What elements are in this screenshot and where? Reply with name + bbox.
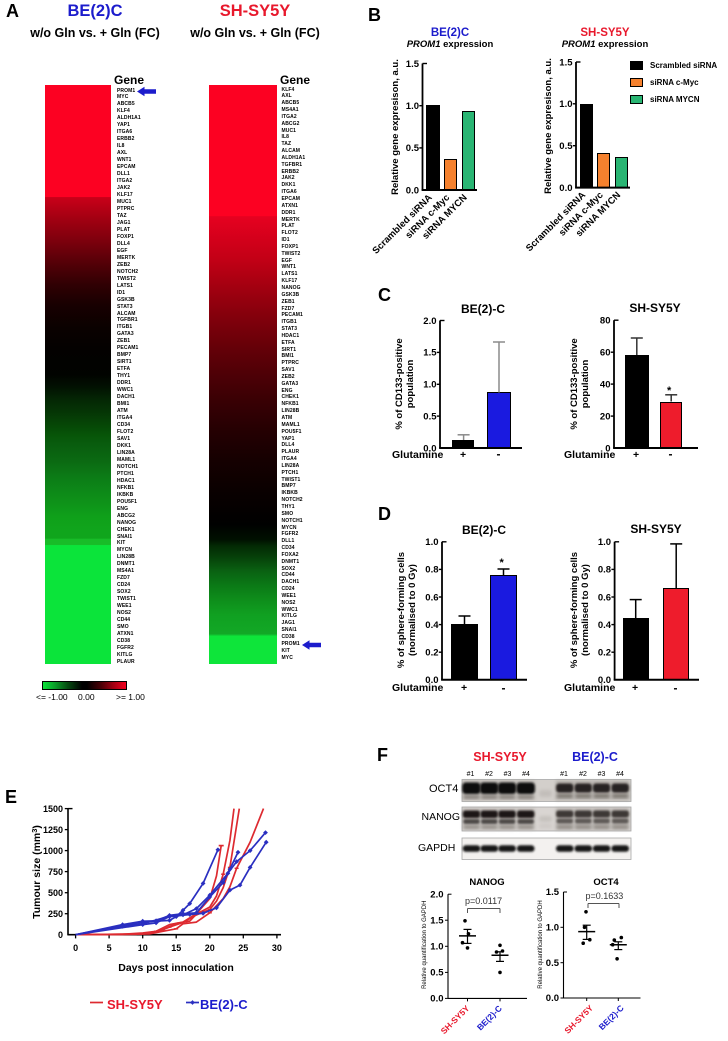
svg-text:#2: #2 <box>579 771 587 778</box>
svg-text:BE(2)-C: BE(2)-C <box>597 1003 626 1032</box>
svg-text:1000: 1000 <box>43 846 63 856</box>
svg-text:0.5: 0.5 <box>423 411 437 422</box>
svg-text:80: 80 <box>600 316 611 327</box>
svg-text:0.4: 0.4 <box>425 620 439 631</box>
svg-text:1.0: 1.0 <box>559 99 572 110</box>
svg-text:1.5: 1.5 <box>406 59 420 70</box>
svg-text:2.0: 2.0 <box>430 889 443 900</box>
svg-text:0.0: 0.0 <box>425 675 438 686</box>
svg-text:#2: #2 <box>485 771 493 778</box>
svg-text:0.6: 0.6 <box>598 592 611 603</box>
svg-text:1.0: 1.0 <box>430 942 443 953</box>
svg-text:SH-SY5Y: SH-SY5Y <box>562 1003 595 1036</box>
svg-text:0.0: 0.0 <box>598 675 611 686</box>
svg-text:BE(2)-C: BE(2)-C <box>475 1003 504 1032</box>
svg-text:0: 0 <box>73 943 78 953</box>
svg-text:750: 750 <box>48 867 63 877</box>
svg-text:30: 30 <box>272 943 282 953</box>
svg-text:1.0: 1.0 <box>423 380 436 391</box>
svg-text:1.5: 1.5 <box>430 916 444 927</box>
svg-text:0.2: 0.2 <box>598 648 611 659</box>
svg-text:(normalised to 0 Gy): (normalised to 0 Gy) <box>580 564 591 656</box>
svg-text:1.5: 1.5 <box>559 57 573 68</box>
svg-text:2.0: 2.0 <box>423 316 436 327</box>
svg-text:SH-SY5Y: SH-SY5Y <box>439 1003 472 1036</box>
svg-text:Tumour size (mm3): Tumour size (mm3) <box>30 825 43 919</box>
svg-text:0.2: 0.2 <box>425 648 438 659</box>
svg-text:0.4: 0.4 <box>598 620 612 631</box>
svg-text:% of CD133-positive: % of CD133-positive <box>394 338 405 429</box>
svg-text:15: 15 <box>171 943 181 953</box>
svg-text:0.6: 0.6 <box>425 592 438 603</box>
svg-text:population: population <box>580 360 591 409</box>
svg-text:1500: 1500 <box>43 804 63 814</box>
svg-text:(normalised to 0 Gy): (normalised to 0 Gy) <box>407 564 418 656</box>
svg-text:0: 0 <box>58 930 63 940</box>
svg-text:0.5: 0.5 <box>430 968 444 979</box>
svg-text:1.5: 1.5 <box>546 887 560 898</box>
svg-text:0: 0 <box>605 443 610 454</box>
svg-text:1.0: 1.0 <box>546 923 559 934</box>
svg-text:20: 20 <box>600 411 611 422</box>
svg-text:#4: #4 <box>522 771 530 778</box>
svg-text:10: 10 <box>138 943 148 953</box>
svg-text:1.0: 1.0 <box>598 537 611 548</box>
svg-text:#3: #3 <box>598 771 606 778</box>
svg-text:#1: #1 <box>560 771 568 778</box>
svg-text:0.5: 0.5 <box>546 958 560 969</box>
svg-text:25: 25 <box>238 943 248 953</box>
svg-text:0.0: 0.0 <box>406 185 419 196</box>
svg-text:0.5: 0.5 <box>559 141 573 152</box>
svg-text:% of sphere-forming cells: % of sphere-forming cells <box>396 552 407 668</box>
svg-text:Days post innoculation: Days post innoculation <box>118 962 234 974</box>
svg-text:250: 250 <box>48 909 63 919</box>
svg-text:1.5: 1.5 <box>423 348 437 359</box>
svg-text:5: 5 <box>107 943 112 953</box>
svg-text:% of sphere-forming cells: % of sphere-forming cells <box>569 552 580 668</box>
svg-text:40: 40 <box>600 379 611 390</box>
svg-text:0.8: 0.8 <box>598 565 611 576</box>
svg-text:0.0: 0.0 <box>559 183 572 194</box>
svg-text:20: 20 <box>205 943 215 953</box>
svg-text:% of CD133-positive: % of CD133-positive <box>569 338 580 429</box>
svg-text:#4: #4 <box>616 771 624 778</box>
svg-text:Relative quantification to GAP: Relative quantification to GAPDH <box>422 901 428 989</box>
svg-text:#1: #1 <box>467 771 475 778</box>
svg-text:0.0: 0.0 <box>430 994 443 1005</box>
svg-text:Relative quantification to GAP: Relative quantification to GAPDH <box>538 900 544 988</box>
svg-text:0.8: 0.8 <box>425 565 438 576</box>
svg-text:1.0: 1.0 <box>425 537 438 548</box>
svg-text:Relative gene expresison, a.u.: Relative gene expresison, a.u. <box>543 58 554 194</box>
svg-text:0.0: 0.0 <box>423 443 436 454</box>
svg-text:0.5: 0.5 <box>406 143 420 154</box>
svg-text:Relative gene expresison, a.u.: Relative gene expresison, a.u. <box>390 59 401 195</box>
svg-text:500: 500 <box>48 888 63 898</box>
svg-text:60: 60 <box>600 348 611 359</box>
svg-text:#3: #3 <box>504 771 512 778</box>
svg-text:1.0: 1.0 <box>406 101 419 112</box>
svg-text:population: population <box>405 360 416 409</box>
svg-text:1250: 1250 <box>43 825 63 835</box>
svg-text:0.0: 0.0 <box>546 993 559 1004</box>
